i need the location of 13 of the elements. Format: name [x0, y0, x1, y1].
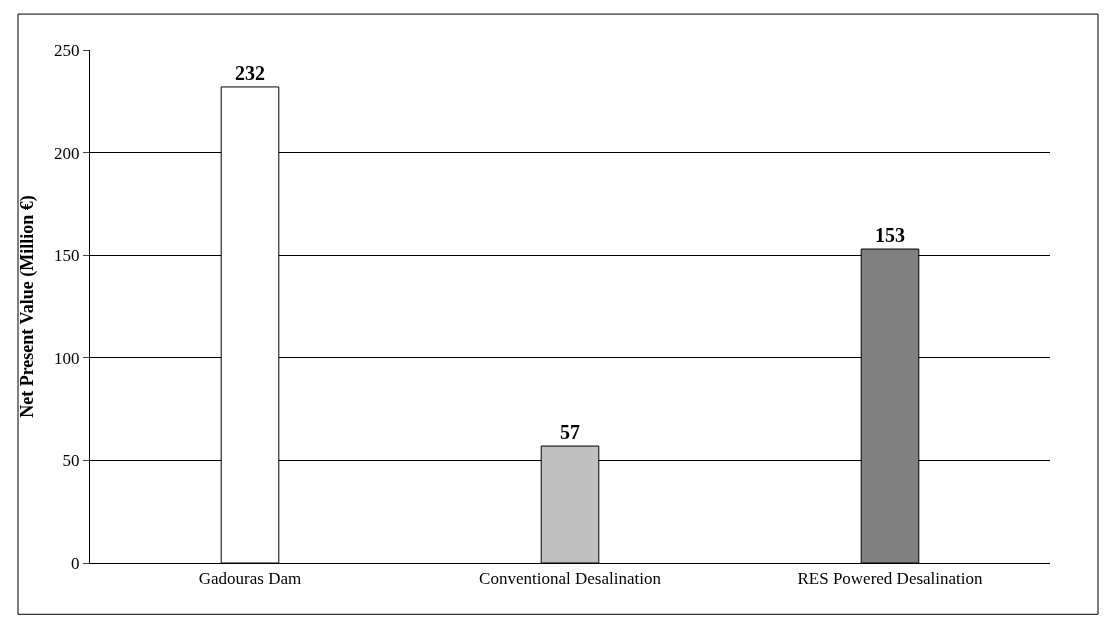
data-label: 153 [875, 224, 905, 247]
y-tick-label: 250 [54, 40, 80, 60]
x-tick-label: Conventional Desalination [479, 569, 662, 589]
y-axis-title: Net Present Value (Million €) [17, 195, 39, 418]
data-label: 57 [560, 421, 580, 444]
data-label: 232 [235, 61, 265, 84]
y-tick-label: 50 [62, 451, 80, 471]
y-tick-label: 150 [54, 246, 80, 266]
y-tick-label: 200 [54, 143, 80, 163]
x-tick-label: RES Powered Desalination [797, 569, 984, 589]
x-tick-label: Gadouras Dam [198, 569, 302, 589]
y-tick-label: 100 [54, 348, 80, 368]
y-tick-label: 0 [71, 553, 80, 573]
